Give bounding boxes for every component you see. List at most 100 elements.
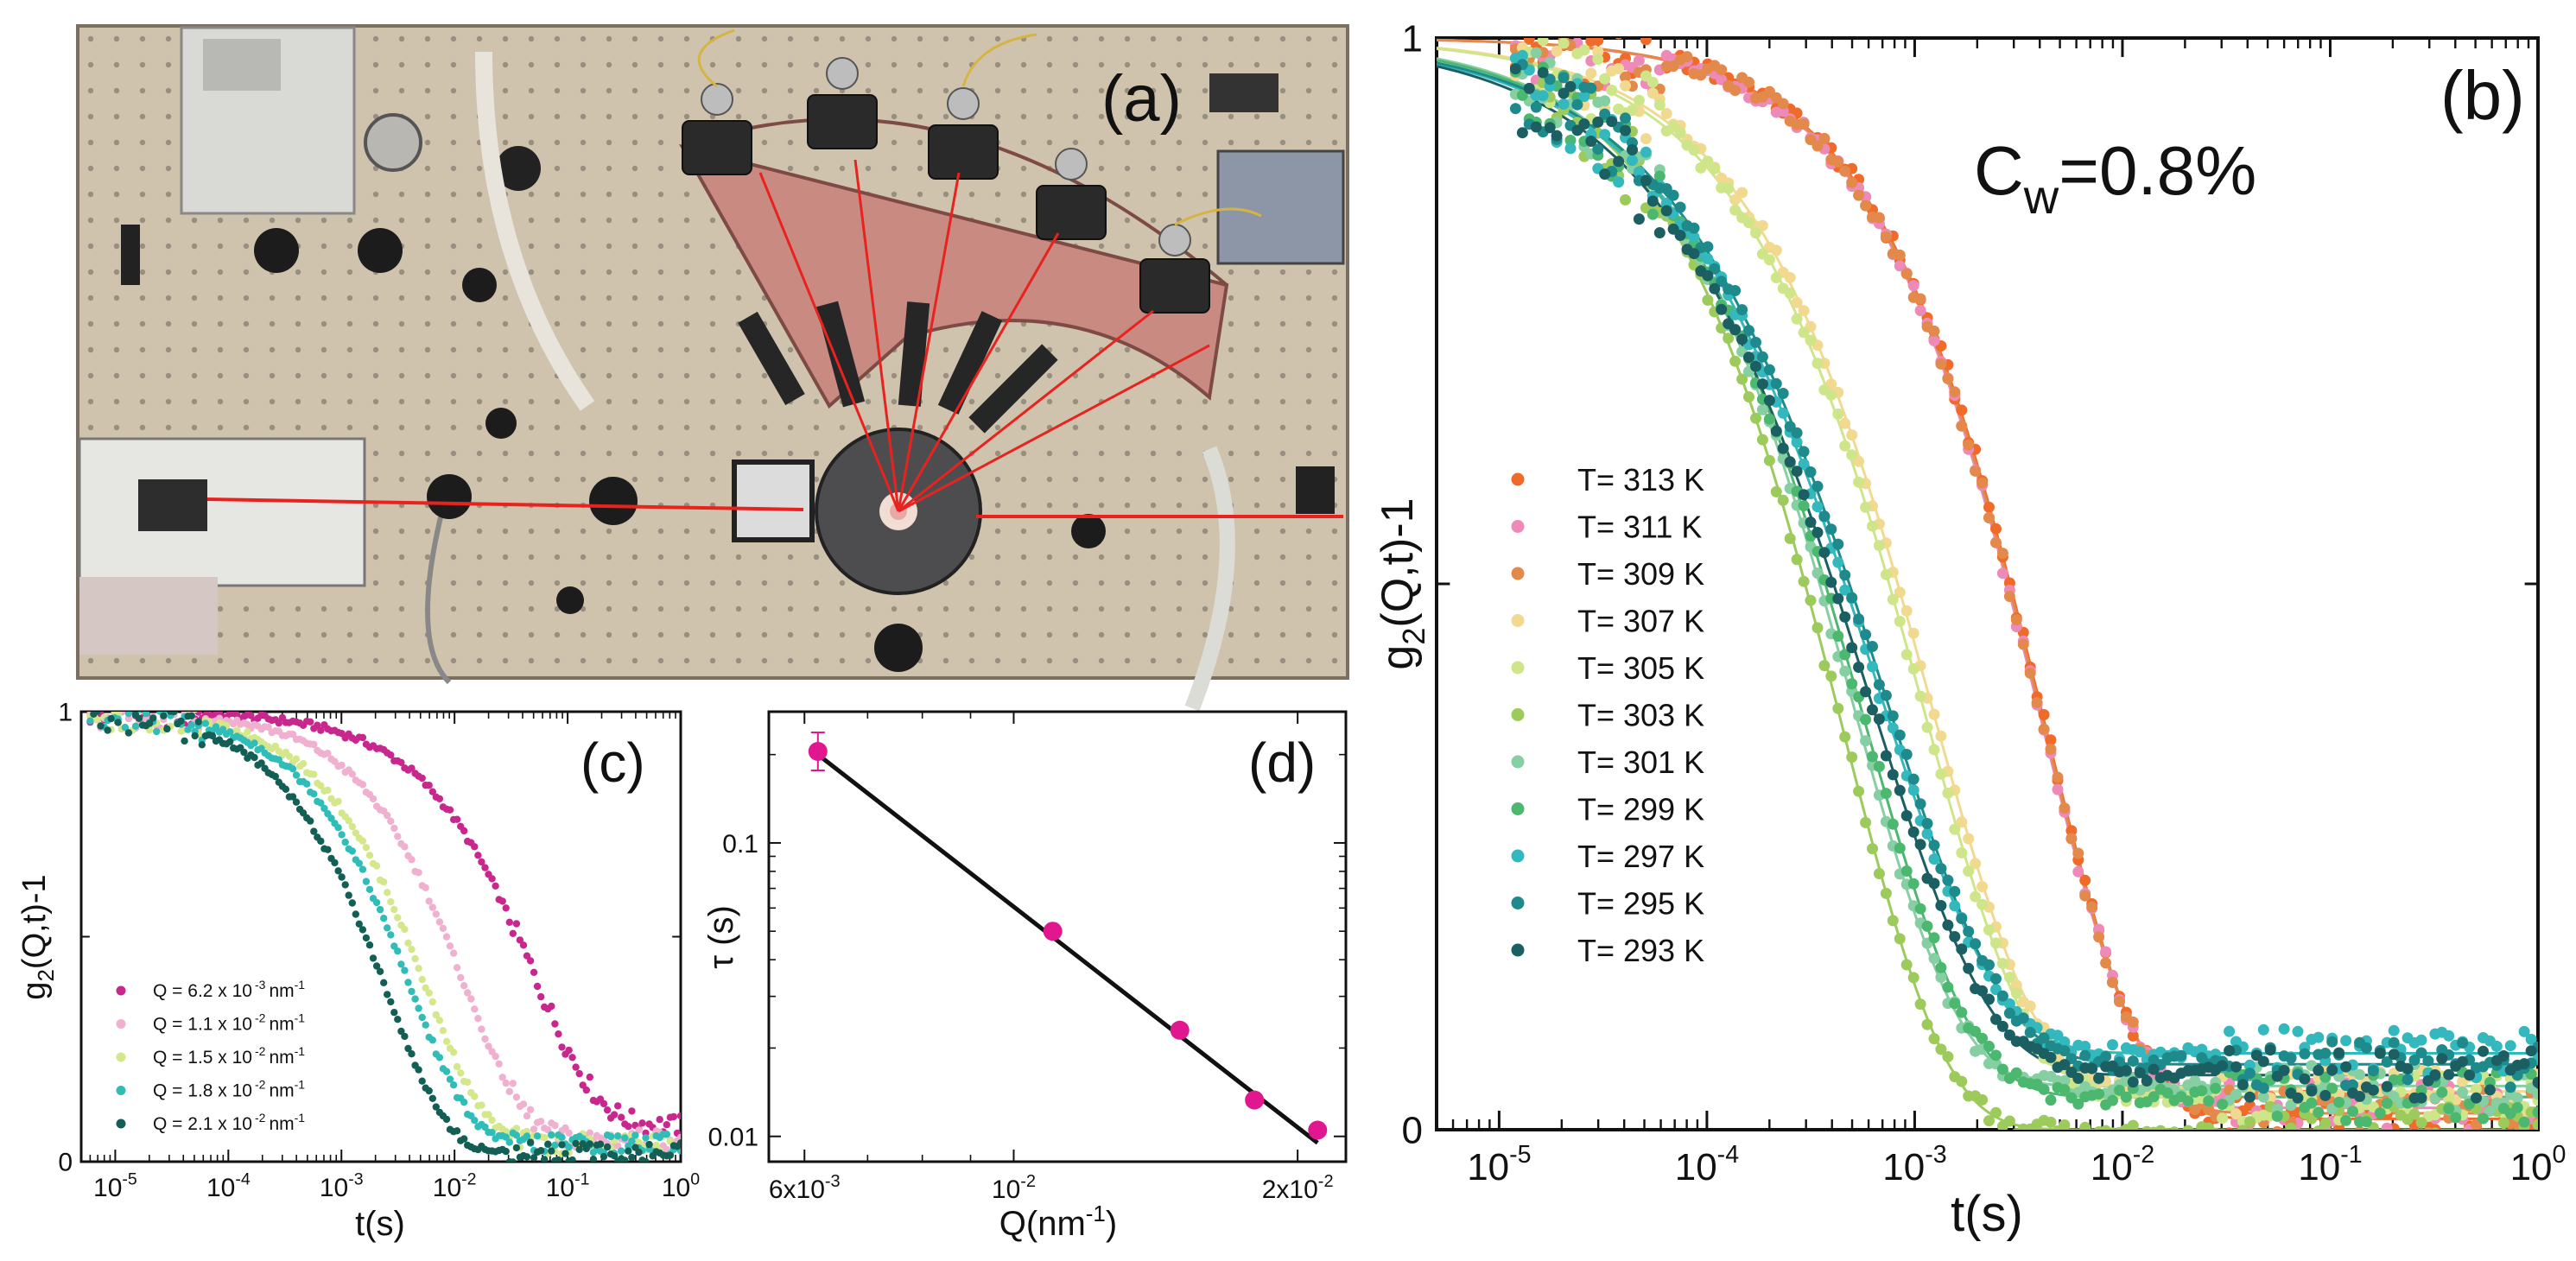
panel-c: 10-5 10-4 10-3 10-2 10-1 100 01 Q = 6.2 x 10-… [16, 699, 700, 1244]
data-point-1 [358, 781, 367, 789]
data-point-2 [453, 1062, 461, 1071]
data-point-9 [2402, 1074, 2414, 1086]
data-point-10 [1599, 168, 1611, 181]
data-point-7 [2120, 1091, 2132, 1103]
data-point-10 [1613, 155, 1625, 168]
data-point-5 [1736, 373, 1748, 385]
data-point-10 [1763, 395, 1775, 407]
data-point-4 [401, 1032, 409, 1041]
data-point-9 [2360, 1042, 2372, 1054]
data-point-1 [425, 897, 433, 905]
legend-label-1: Q = 1.1 x 10 -2 nm-1 [153, 1011, 305, 1035]
data-point-0 [586, 1073, 593, 1081]
data-point-1 [512, 1093, 521, 1101]
data-point-2 [2107, 976, 2118, 988]
data-point-2 [1983, 512, 1995, 523]
data-point-2 [478, 1101, 485, 1109]
data-point-9 [2504, 1081, 2516, 1093]
data-point-0 [387, 751, 395, 759]
data-point-0 [194, 712, 202, 716]
data-point-2 [2436, 1131, 2447, 1143]
data-point-2 [1615, 38, 1622, 40]
data-point-10 [1558, 87, 1570, 99]
data-point-10 [2436, 1053, 2448, 1065]
data-point-2 [1956, 420, 1968, 432]
data-point-5 [1620, 193, 1631, 206]
data-point-6 [2457, 1087, 2469, 1098]
x-tick-label: 10-1 [2298, 1141, 2362, 1188]
data-point-2 [422, 984, 429, 992]
data-point-3 [86, 717, 94, 725]
data-point-3 [1770, 244, 1782, 257]
data-point-1 [442, 933, 451, 941]
data-point-7 [1894, 842, 1906, 854]
data-point-1 [415, 869, 422, 877]
data-point-5 [1900, 959, 1913, 971]
data-point-4 [362, 934, 371, 942]
data-point-5 [1763, 454, 1775, 466]
data-point-2 [485, 1111, 492, 1118]
x-tick-label: 10-4 [1675, 1141, 1739, 1188]
data-point-5 [2045, 1116, 2057, 1128]
data-point-0 [551, 1020, 559, 1028]
x-tick-label: 100 [2510, 1141, 2566, 1188]
data-point-2 [188, 702, 195, 709]
data-point-7 [2045, 1094, 2057, 1106]
data-point-0 [2533, 1133, 2544, 1144]
data-point-4 [575, 1145, 583, 1154]
panel-b-annotation: Cw=0.8% [1974, 132, 2256, 224]
data-point-7 [2478, 1112, 2489, 1125]
data-point-2 [1681, 51, 1693, 63]
panel-a-label: (a) [1101, 62, 1182, 136]
data-point-2 [299, 760, 308, 768]
data-point-1 [1578, 10, 1589, 22]
data-point-4 [282, 785, 290, 793]
data-point-2 [2203, 1104, 2215, 1115]
panel-c-data-points [86, 700, 681, 1162]
data-point-8 [2415, 1034, 2427, 1046]
data-point-4 [226, 738, 234, 745]
data-point-5 [1914, 998, 1926, 1011]
panel-c-y-ticks: 01 [58, 699, 681, 1177]
data-point-3 [1970, 858, 1982, 870]
data-point-1 [1613, 21, 1624, 32]
data-point-5 [2415, 1117, 2427, 1129]
data-point-7 [2340, 1114, 2352, 1126]
data-point-4 [317, 837, 325, 846]
legend-marker-0 [116, 985, 126, 996]
data-point-6 [1935, 972, 1947, 983]
data-point-1 [2381, 1122, 2393, 1130]
data-point-2 [2127, 1016, 2139, 1028]
data-point-7 [2450, 1112, 2462, 1124]
data-point-9 [2059, 1045, 2071, 1057]
data-point-5 [2127, 1119, 2139, 1130]
data-point-0 [1634, 12, 1645, 23]
data-point-9 [1860, 629, 1872, 641]
data-point-4 [408, 1050, 416, 1058]
data-point-2 [1846, 176, 1858, 188]
data-point-3 [397, 960, 405, 968]
data-point-4 [170, 712, 178, 716]
data-point-2 [122, 700, 129, 707]
data-point-3 [1585, 67, 1597, 79]
data-point-8 [2052, 1030, 2064, 1042]
data-point-8 [1599, 129, 1611, 141]
data-point-5 [1976, 1093, 1989, 1106]
data-point-0 [502, 904, 510, 912]
data-point-4 [526, 1138, 535, 1146]
fit-line [816, 752, 1319, 1145]
data-point-1 [174, 704, 181, 711]
data-point-6 [2285, 1099, 2297, 1112]
data-point-9 [1777, 388, 1789, 399]
data-point-3 [201, 719, 210, 727]
data-point-1 [1907, 280, 1919, 292]
legend-label-4: T= 305 K [1577, 650, 1704, 686]
data-point-2 [1935, 358, 1947, 370]
data-point-2 [1545, 21, 1556, 32]
data-point-6 [2230, 1088, 2242, 1100]
data-point-5 [1743, 391, 1754, 402]
x-tick-label: 10-3 [1882, 1141, 1946, 1188]
data-point-5 [2326, 1134, 2338, 1145]
data-point-6 [1839, 665, 1851, 677]
data-point-5 [2237, 1125, 2249, 1130]
